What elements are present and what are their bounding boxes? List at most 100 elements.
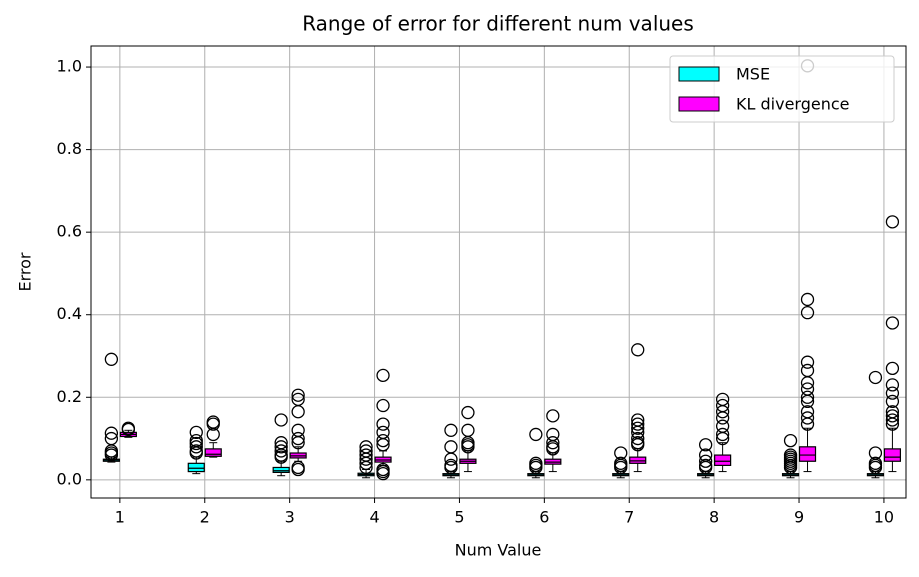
- flier: [274, 413, 288, 427]
- flier: [800, 306, 815, 320]
- box: [629, 456, 647, 464]
- y-axis-label: Error: [16, 252, 35, 291]
- flier: [291, 436, 305, 450]
- flier: [885, 378, 900, 392]
- flier: [189, 425, 203, 440]
- flier: [631, 417, 645, 431]
- flier: [104, 448, 119, 462]
- flier: [885, 386, 900, 400]
- box: [204, 448, 222, 457]
- flier: [800, 417, 815, 431]
- x-tick-label: 5: [454, 508, 464, 527]
- box-group: [798, 59, 817, 473]
- legend-label: MSE: [736, 65, 770, 84]
- flier: [800, 355, 815, 369]
- box-group: [374, 368, 392, 481]
- flier: [104, 352, 119, 366]
- x-tick-label: 7: [624, 508, 634, 527]
- flier: [274, 440, 288, 454]
- x-tick-label: 4: [369, 508, 379, 527]
- box-group: [357, 440, 375, 479]
- flier: [800, 292, 815, 307]
- box-group: [187, 425, 205, 475]
- flier: [104, 426, 119, 440]
- flier: [614, 460, 628, 475]
- box-group: [697, 438, 715, 479]
- box-group: [289, 388, 307, 477]
- box-group: [527, 427, 545, 479]
- flier: [631, 421, 645, 435]
- flier: [800, 376, 815, 390]
- flier: [376, 368, 390, 383]
- flier: [376, 433, 390, 448]
- y-tick-label: 1.0: [57, 57, 82, 76]
- flier: [800, 394, 815, 409]
- box-group: [714, 392, 732, 473]
- flier: [376, 438, 390, 452]
- box-group: [781, 433, 800, 479]
- flier: [291, 388, 305, 402]
- flier: [715, 411, 730, 425]
- box-group: [459, 405, 477, 473]
- flier: [715, 431, 730, 446]
- box-group: [883, 215, 902, 473]
- flier: [800, 390, 815, 404]
- y-tick-label: 0.2: [57, 387, 82, 406]
- chart-title: Range of error for different num values: [302, 12, 694, 36]
- box: [714, 454, 732, 466]
- flier: [291, 405, 305, 419]
- flier: [274, 450, 288, 464]
- flier: [274, 444, 288, 458]
- flier: [698, 460, 713, 475]
- box: [883, 448, 902, 462]
- flier: [189, 446, 203, 460]
- flier: [885, 394, 900, 409]
- legend-label: KL divergence: [736, 95, 849, 114]
- flier: [189, 440, 203, 454]
- box: [798, 446, 817, 462]
- box-group: [629, 343, 647, 473]
- flier: [885, 413, 900, 427]
- flier: [546, 442, 560, 456]
- legend-swatch: [678, 96, 720, 112]
- flier: [698, 438, 713, 452]
- flier: [800, 411, 815, 425]
- x-tick-label: 3: [285, 508, 295, 527]
- flier: [206, 427, 220, 442]
- box-group: [544, 409, 562, 473]
- box-group: [866, 370, 885, 479]
- flier: [783, 460, 798, 475]
- x-tick-label: 2: [200, 508, 210, 527]
- flier: [885, 215, 900, 229]
- flier: [715, 405, 730, 419]
- x-tick-label: 8: [709, 508, 719, 527]
- legend-swatch: [678, 66, 720, 82]
- box-group: [119, 421, 137, 438]
- flier: [376, 466, 390, 481]
- y-tick-label: 0.0: [57, 469, 82, 488]
- flier: [529, 427, 543, 442]
- box-group: [272, 413, 290, 477]
- flier: [359, 452, 373, 466]
- flier: [783, 433, 798, 448]
- y-tick-label: 0.4: [57, 304, 82, 323]
- flier: [444, 452, 458, 466]
- x-axis-label: Num Value: [455, 541, 542, 560]
- flier: [359, 456, 373, 470]
- flier: [546, 409, 560, 423]
- x-tick-label: 1: [115, 508, 125, 527]
- box: [272, 466, 290, 474]
- flier: [885, 417, 900, 431]
- flier: [631, 343, 645, 357]
- plot-frame: [90, 45, 907, 499]
- x-tick-label: 9: [794, 508, 804, 527]
- flier: [868, 460, 883, 475]
- flier: [631, 431, 645, 446]
- flier: [868, 370, 883, 385]
- box-group: [442, 423, 460, 479]
- y-tick-label: 0.8: [57, 139, 82, 158]
- flier: [189, 436, 203, 451]
- flier: [885, 316, 900, 330]
- box-group: [102, 352, 120, 463]
